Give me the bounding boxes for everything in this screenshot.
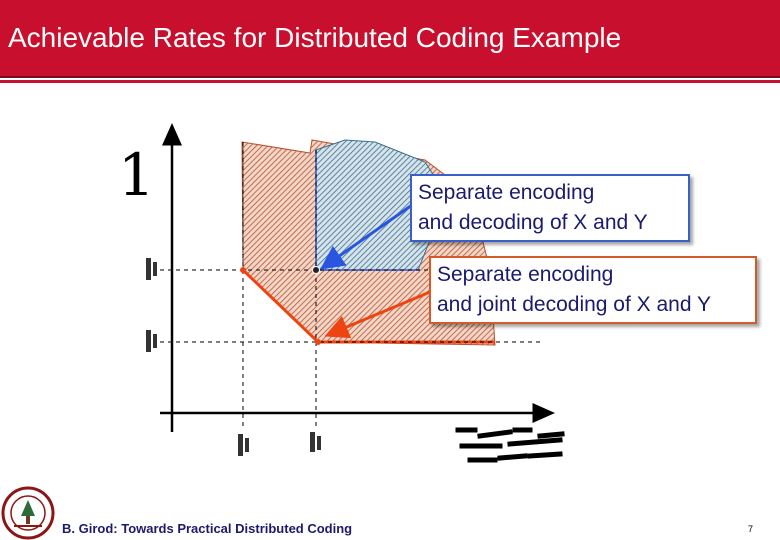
separate-decoding-callout-line2: and decoding of X and Y bbox=[418, 211, 648, 234]
joint-decoding-callout-line1: Separate encoding bbox=[437, 263, 614, 286]
joint-corner-point-lower bbox=[315, 339, 321, 345]
joint-decoding-arrow bbox=[324, 290, 431, 339]
x-tick-labels bbox=[238, 432, 321, 456]
y-tick-labels bbox=[146, 258, 157, 352]
joint-corner-point-upper bbox=[240, 267, 246, 273]
footer-text: B. Girod: Towards Practical Distributed … bbox=[62, 521, 353, 536]
title-underline bbox=[0, 80, 780, 83]
separate-decoding-callout-line1: Separate encoding bbox=[418, 181, 595, 204]
title-bar: Achievable Rates for Distributed Coding … bbox=[0, 0, 780, 78]
joint-decoding-callout-line2: and joint decoding of X and Y bbox=[437, 293, 711, 316]
separate-decoding-arrow bbox=[320, 203, 413, 270]
joint-decoding-callout: Separate encoding and joint decoding of … bbox=[429, 256, 757, 324]
separate-decoding-callout: Separate encoding and decoding of X and … bbox=[410, 174, 690, 242]
university-seal-logo bbox=[1, 486, 55, 540]
axis-label-scribble bbox=[455, 427, 565, 463]
page-number: 7 bbox=[748, 524, 754, 534]
big-numeral: 1 bbox=[118, 141, 155, 209]
slide-title: Achievable Rates for Distributed Coding … bbox=[8, 22, 622, 53]
separate-corner-point bbox=[312, 266, 320, 274]
